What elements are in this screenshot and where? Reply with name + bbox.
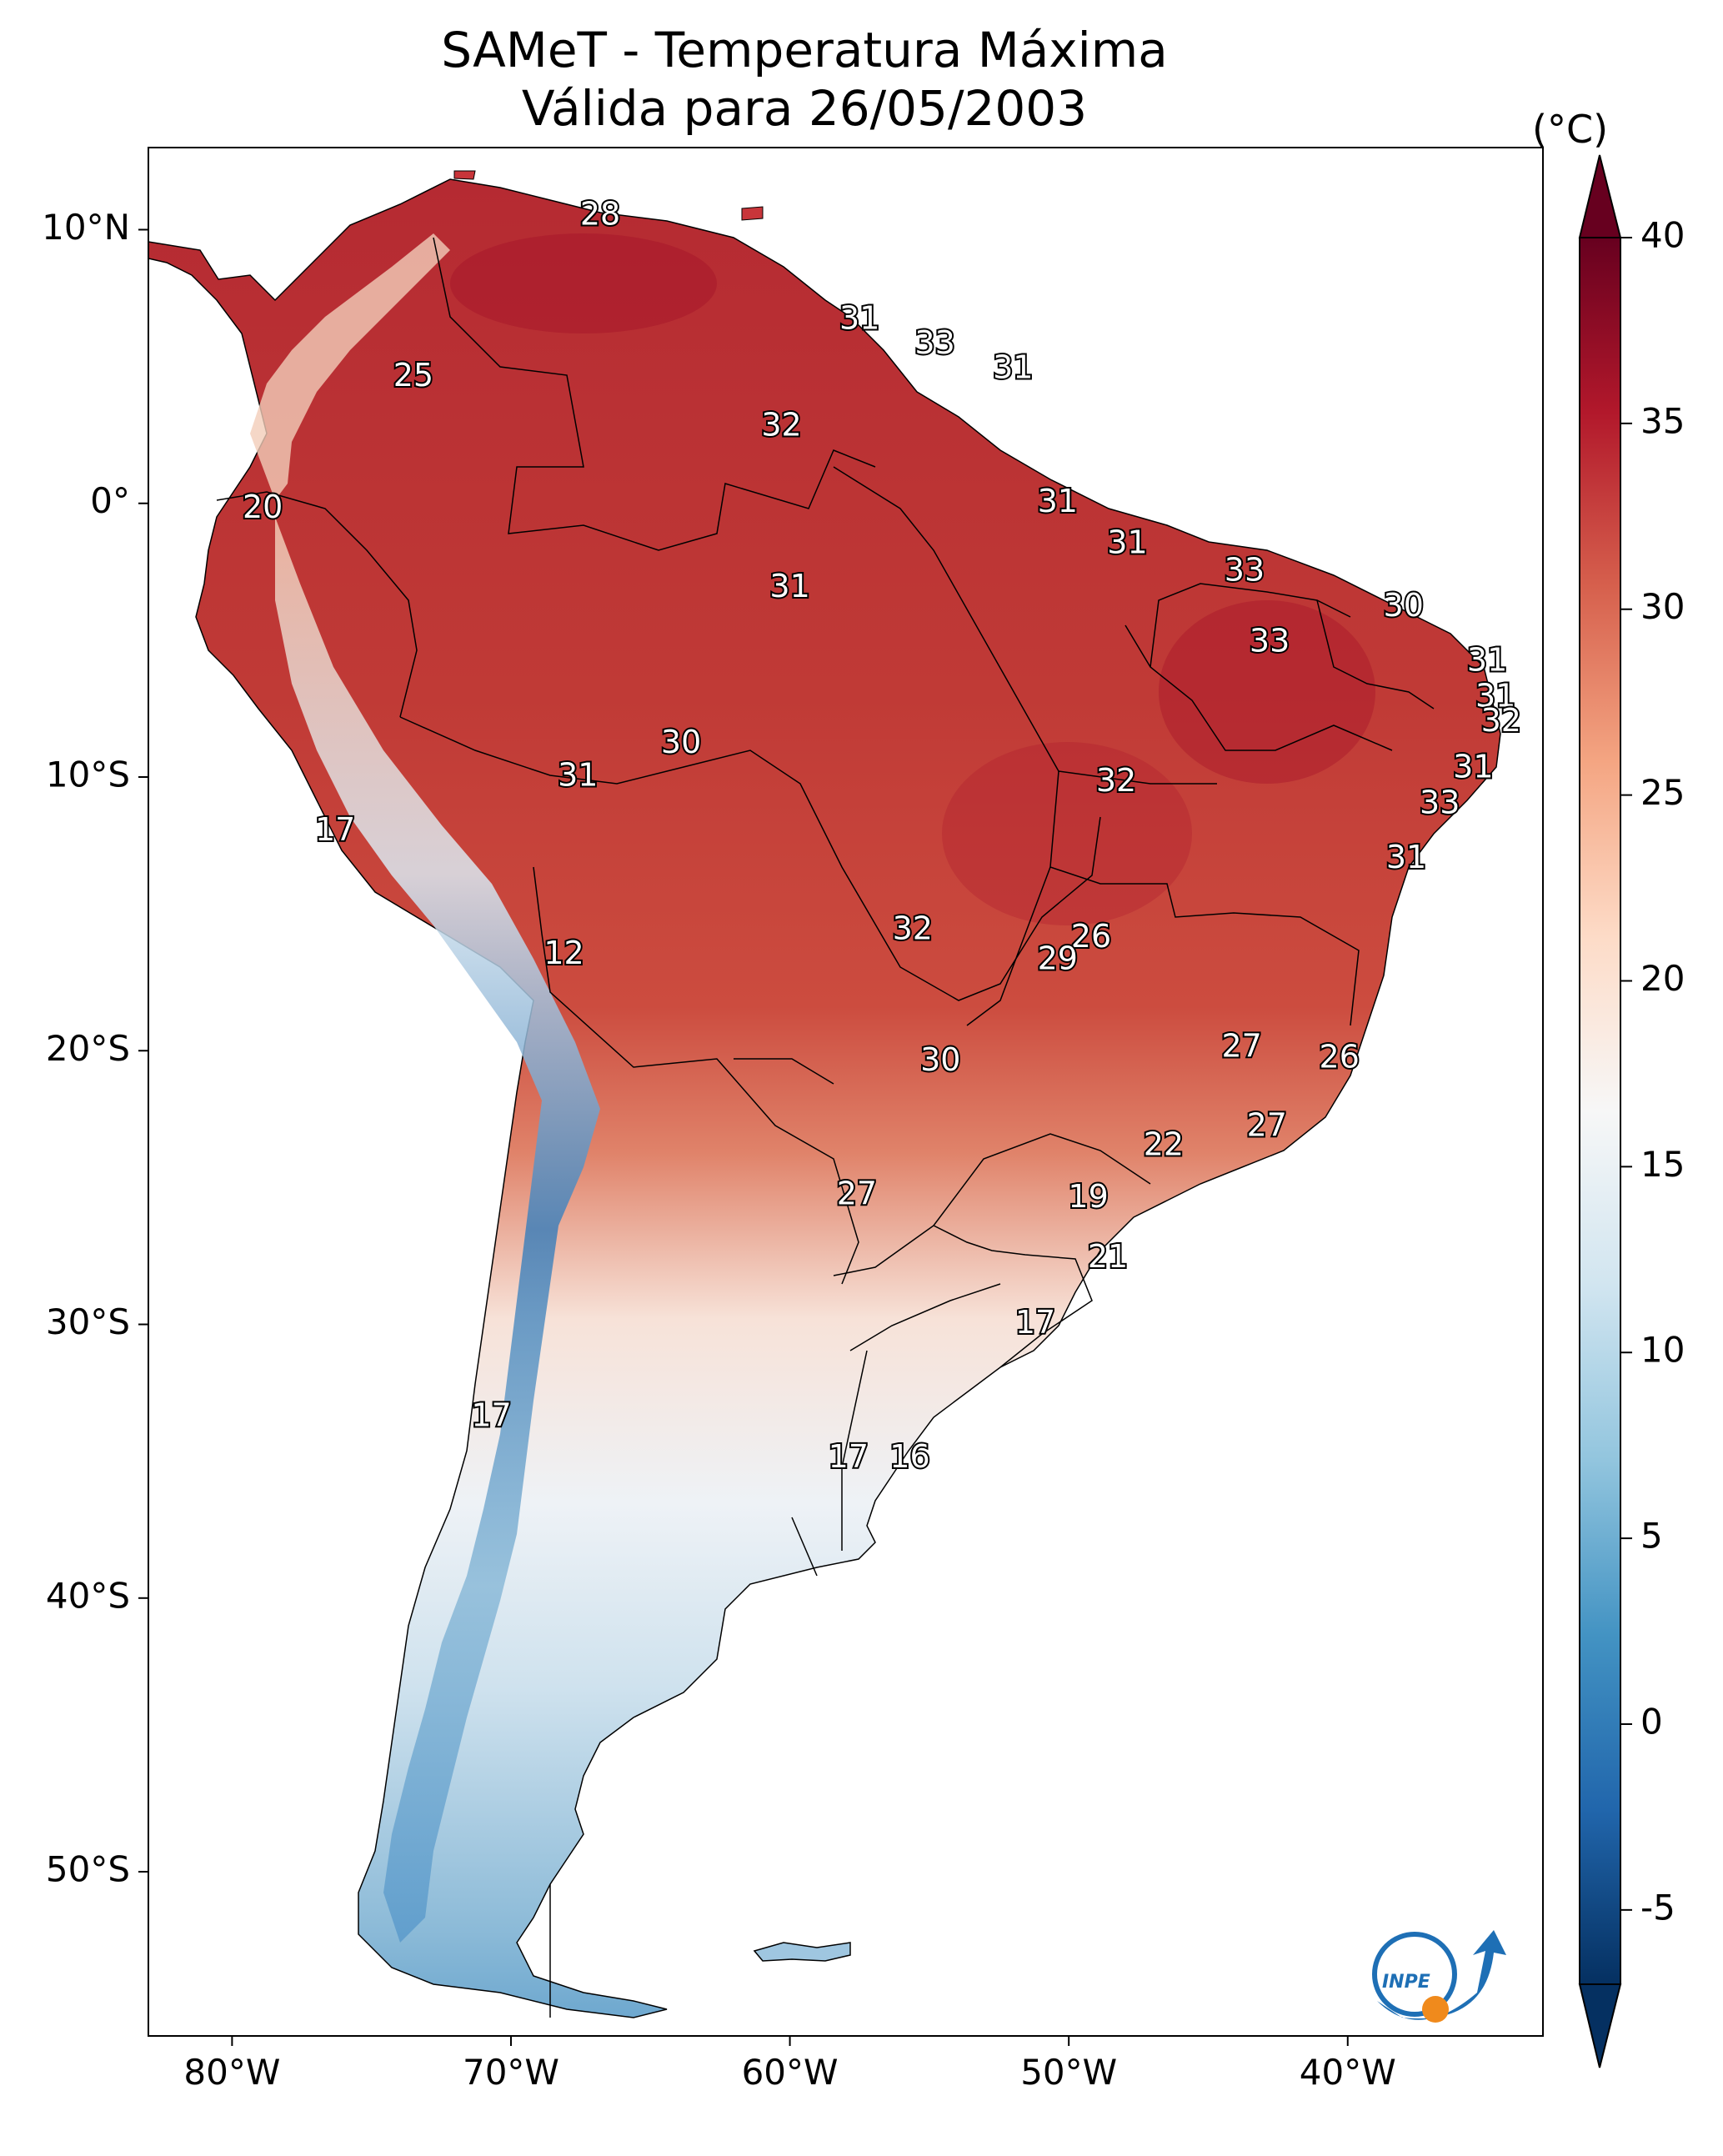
colorbar-tick-label: 35 [1640,400,1685,441]
station-label: 30 [1384,587,1424,624]
hot-core-central-brazil [942,742,1192,925]
lon-tick-label: 50°W [1020,2052,1117,2093]
station-label: 12 [543,935,584,971]
station-label: 27 [1247,1107,1287,1144]
station-label: 32 [761,406,801,443]
lon-tick-label: 80°W [183,2052,280,2093]
map-title-line2: Válida para 26/05/2003 [521,80,1088,137]
station-label: 33 [1225,551,1265,588]
colorbar-unit-label: (°C) [1532,107,1609,152]
map-area [148,170,1501,2018]
map-title-line1: SAMeT - Temperatura Máxima [441,22,1168,78]
station-label: 20 [243,489,283,525]
colorbar-tick-label: 0 [1640,1701,1663,1742]
colorbar-tick-label: 30 [1640,586,1685,627]
station-label: 25 [393,357,433,394]
longitude-ticks: 80°W 70°W 60°W 50°W 40°W [183,2036,1396,2093]
station-label: 31 [839,299,879,336]
logo-swoosh [1377,1930,1506,2020]
station-label: 17 [315,811,355,848]
colorbar-tick-label: 25 [1640,772,1685,813]
station-label: 31 [993,348,1033,385]
station-label: 21 [1088,1238,1128,1275]
lat-tick-label: 0° [90,480,130,521]
colorbar-frame [1579,237,1621,1985]
station-label: 17 [829,1438,869,1475]
country-borders [216,237,1435,2018]
colorbar-tick-label: 5 [1640,1516,1663,1557]
lat-tick-label: 50°S [46,1849,130,1890]
station-label: 30 [920,1041,960,1078]
colorbar-tick-label: 15 [1640,1144,1685,1185]
inpe-logo: INPE [1372,1930,1506,2023]
lat-tick-label: 20°S [46,1028,130,1069]
south-america-landmass [148,178,1501,2018]
colorbar-tick-label: 40 [1640,215,1685,256]
station-label: 32 [1096,762,1136,799]
hot-core-venezuela [450,233,717,333]
lat-tick-label: 10°N [42,207,130,248]
hot-core-northeast-brazil [1159,600,1375,784]
logo-text: INPE [1382,1972,1430,1993]
station-label: 26 [1320,1039,1360,1075]
station-label: 31 [769,568,809,604]
station-label: 17 [471,1397,511,1434]
station-label: 30 [661,724,701,760]
colorbar-extend-bottom [1578,1983,1622,2068]
lon-tick-label: 60°W [742,2052,839,2093]
station-label: 28 [580,196,620,233]
caribbean-islands [453,170,764,221]
station-label: 19 [1068,1178,1108,1215]
station-label: 31 [558,757,598,794]
station-label: 33 [1420,784,1460,820]
logo-ring [1372,1932,1457,2017]
lat-tick-label: 30°S [46,1301,130,1342]
station-label: 22 [1144,1126,1184,1163]
station-label: 33 [1250,623,1290,659]
station-label: 33 [914,324,954,361]
falkland-islands [753,1942,851,1962]
lon-tick-label: 70°W [463,2052,559,2093]
lat-tick-label: 10°S [46,755,130,795]
station-label: 27 [837,1176,877,1212]
lat-tick-label: 40°S [46,1575,130,1616]
station-label: 31 [1107,524,1147,560]
station-label: 31 [1453,749,1493,785]
northern-andes-band [250,233,450,500]
station-label: 32 [893,910,933,946]
colorbar-ticks: 40 35 30 25 20 15 10 5 0 -5 [1620,215,1685,1928]
logo-orange-dot [1422,1996,1449,2023]
colorbar-tick-label: 20 [1640,958,1685,999]
station-label: 16 [889,1438,929,1475]
station-label: 31 [1475,677,1515,714]
station-label: 32 [1481,702,1521,739]
colorbar-extend-top [1578,154,1622,238]
station-label: 31 [1386,839,1426,875]
colorbar-tick-label: -5 [1640,1887,1675,1928]
station-label: 31 [1038,483,1078,519]
station-label: 27 [1221,1027,1261,1064]
colorbar-bar [1580,238,1620,1984]
station-label: 31 [1467,642,1507,679]
colorbar-tick-label: 10 [1640,1330,1685,1371]
station-label: 17 [1015,1304,1055,1341]
andes-cold-band [275,517,600,1943]
map-frame [148,147,1544,2037]
station-label: 26 [1071,918,1111,955]
lon-tick-label: 40°W [1300,2052,1396,2093]
colorbar: 40 35 30 25 20 15 10 5 0 -5 [1578,154,1685,2068]
station-label: 29 [1038,940,1078,976]
latitude-ticks: 10°N 0° 10°S 20°S 30°S 40°S 50°S [42,207,148,1890]
